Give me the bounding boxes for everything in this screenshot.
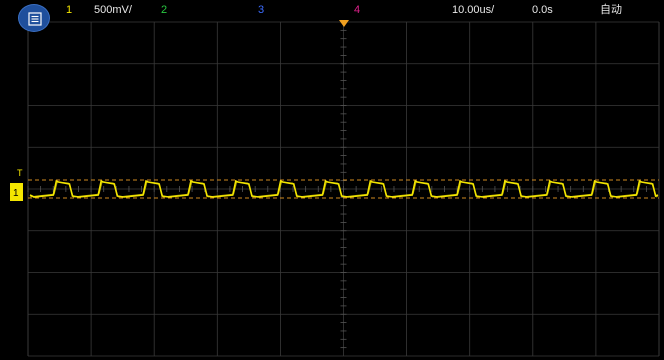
graticule xyxy=(27,21,660,357)
trigger-level-label: T xyxy=(17,168,23,178)
ch1-label[interactable]: 1 xyxy=(66,4,73,16)
trigger-position-marker[interactable] xyxy=(339,20,349,27)
menu-button[interactable] xyxy=(18,4,50,32)
ch3-label[interactable]: 3 xyxy=(258,4,265,16)
trigger-mode-readout[interactable]: 自动 xyxy=(600,4,622,16)
ch1-trace-noise xyxy=(29,181,659,198)
top-status-bar: 1 500mV/ 2 3 4 10.00us/ 0.0s 自动 xyxy=(0,0,664,22)
delay-readout[interactable]: 0.0s xyxy=(532,4,553,16)
ch4-label[interactable]: 4 xyxy=(354,4,361,16)
cursor-lines xyxy=(28,179,659,199)
ch1-ground-marker[interactable]: 1 xyxy=(10,183,23,201)
ch2-label[interactable]: 2 xyxy=(161,4,168,16)
timebase-readout[interactable]: 10.00us/ xyxy=(452,4,495,16)
ch1-scale[interactable]: 500mV/ xyxy=(94,4,132,16)
menu-icon xyxy=(28,12,42,26)
ground-marker-label: 1 xyxy=(13,188,19,199)
left-margin xyxy=(0,22,10,360)
